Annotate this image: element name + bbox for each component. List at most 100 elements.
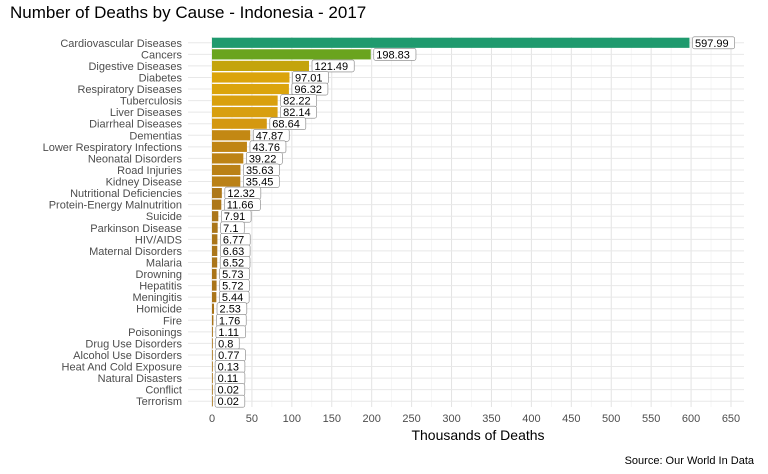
y-tick-label: Alcohol Use Disorders	[73, 350, 182, 362]
x-tick-label: 450	[562, 413, 580, 425]
y-tick-label: Poisonings	[128, 327, 182, 339]
value-label: 5.72	[222, 281, 243, 293]
value-label: 0.77	[218, 350, 239, 362]
value-label: 121.49	[315, 61, 349, 73]
value-label: 0.13	[218, 362, 239, 374]
bar-dementias	[212, 130, 251, 141]
y-tick-label: Suicide	[146, 211, 182, 223]
bar-protein-energy-malnutrition	[212, 199, 222, 210]
value-label: 39.22	[249, 153, 277, 165]
value-label: 0.02	[218, 396, 239, 408]
x-tick-label: 350	[482, 413, 500, 425]
bar-digestive-diseases	[212, 60, 310, 71]
y-tick-label: Conflict	[145, 385, 182, 397]
value-label: 82.14	[283, 107, 311, 119]
value-label: 6.77	[223, 234, 244, 246]
bar-cardiovascular-diseases	[212, 37, 690, 48]
y-tick-label: Lower Respiratory Infections	[43, 142, 183, 154]
x-tick-label: 250	[402, 413, 420, 425]
bar-road-injuries	[212, 164, 241, 176]
value-label: 96.32	[294, 84, 322, 96]
bar-lower-respiratory-infections	[212, 141, 247, 152]
y-tick-label: Protein-Energy Malnutrition	[49, 200, 182, 212]
x-axis-label: Thousands of Deaths	[411, 427, 545, 443]
value-label: 6.52	[223, 257, 244, 269]
value-label: 12.32	[227, 188, 255, 200]
value-label: 68.64	[272, 119, 300, 131]
bar-respiratory-diseases	[212, 83, 289, 95]
bar-maternal-disorders	[212, 245, 218, 256]
y-tick-label: Terrorism	[136, 396, 182, 408]
value-label: 82.22	[283, 96, 311, 108]
x-tick-label: 50	[246, 413, 258, 425]
bar-alcohol-use-disorders	[212, 349, 213, 361]
value-label: 7.91	[224, 211, 245, 223]
value-label: 1.11	[218, 327, 239, 339]
value-label: 597.99	[695, 38, 729, 50]
x-tick-label: 400	[522, 413, 540, 425]
bar-conflict	[212, 384, 213, 395]
bar-terrorism	[212, 396, 213, 407]
value-label: 6.63	[223, 246, 244, 258]
x-tick-label: 300	[442, 413, 460, 425]
bar-drowning	[212, 268, 217, 280]
value-label: 0.8	[218, 338, 233, 350]
value-label: 5.73	[222, 269, 243, 281]
bar-cancers	[212, 49, 371, 60]
value-label-box	[243, 175, 280, 188]
bar-neonatal-disorders	[212, 153, 244, 164]
x-tick-label: 550	[642, 413, 660, 425]
y-tick-label: Respiratory Diseases	[77, 84, 182, 96]
y-tick-label: Digestive Diseases	[88, 61, 182, 73]
bar-natural-disasters	[212, 373, 213, 384]
value-label: 35.45	[246, 177, 274, 189]
y-tick-label: Natural Disasters	[98, 373, 183, 385]
value-label: 0.02	[218, 385, 239, 397]
y-tick-label: Cancers	[141, 49, 182, 61]
bar-kidney-disease	[212, 176, 241, 187]
y-tick-label: Meningitis	[132, 292, 182, 304]
y-tick-label: Nutritional Deficiencies	[70, 188, 182, 200]
bar-heat-and-cold-exposure	[212, 361, 213, 372]
value-label: 47.87	[256, 130, 284, 142]
bar-poisonings	[212, 326, 213, 337]
bar-malaria	[212, 257, 218, 268]
y-tick-label: Drowning	[136, 269, 182, 281]
value-label: 2.53	[220, 304, 241, 316]
x-tick-label: 500	[602, 413, 620, 425]
y-tick-label: Diarrheal Diseases	[89, 119, 182, 131]
bar-liver-diseases	[212, 107, 278, 118]
x-tick-label: 150	[323, 413, 341, 425]
y-tick-label: Neonatal Disorders	[88, 153, 183, 165]
value-label-box	[311, 59, 355, 73]
y-tick-label: Tuberculosis	[120, 96, 182, 108]
value-label: 97.01	[295, 72, 323, 84]
value-label: 35.63	[246, 165, 274, 177]
value-label: 43.76	[252, 142, 280, 154]
value-label-box	[373, 48, 417, 61]
x-tick-label: 100	[283, 413, 301, 425]
bar-homicide	[212, 303, 215, 314]
y-tick-label: Maternal Disorders	[89, 246, 182, 258]
y-tick-label: Road Injuries	[117, 165, 182, 177]
value-label: 5.44	[222, 292, 243, 304]
value-label-box	[692, 36, 735, 50]
y-tick-label: Homicide	[136, 304, 182, 316]
y-tick-label: Dementias	[129, 130, 182, 142]
y-tick-label: Heat And Cold Exposure	[62, 362, 182, 374]
bar-diarrheal-diseases	[212, 118, 267, 129]
value-label: 7.1	[223, 223, 238, 235]
chart-title: Number of Deaths by Cause - Indonesia - …	[10, 3, 367, 22]
y-tick-label: Drug Use Disorders	[85, 338, 182, 350]
bar-diabetes	[212, 72, 290, 83]
bar-meningitis	[212, 292, 217, 303]
y-tick-label: Fire	[163, 315, 182, 327]
y-tick-label: HIV/AIDS	[135, 234, 182, 246]
x-tick-label: 200	[363, 413, 381, 425]
x-tick-label: 0	[209, 413, 215, 425]
y-tick-label: Kidney Disease	[106, 177, 182, 189]
y-tick-label: Malaria	[146, 257, 183, 269]
y-tick-label: Liver Diseases	[110, 107, 183, 119]
